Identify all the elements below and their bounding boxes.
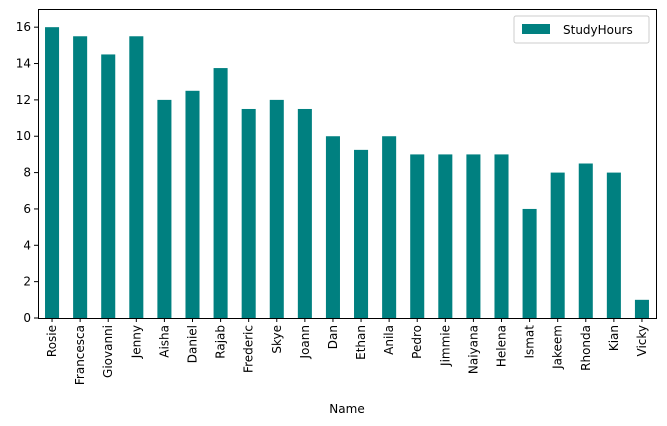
bar-ismat	[522, 208, 537, 318]
y-tick-label: 12	[16, 93, 31, 107]
x-tick-label: Joann	[298, 325, 312, 359]
bar-joann	[297, 108, 312, 319]
bar-francesca	[73, 36, 88, 318]
x-tick-label: Naiyana	[466, 325, 480, 374]
x-tick-label: Ethan	[354, 325, 368, 360]
y-axis: 0 2 4 6 8 10 12 14 16	[16, 20, 38, 325]
x-tick-label: Giovanni	[101, 325, 115, 378]
legend-swatch	[522, 24, 550, 34]
y-tick-label: 14	[16, 57, 31, 71]
bar-dan	[325, 136, 340, 318]
bar-helena	[494, 154, 509, 318]
x-tick-label: Daniel	[186, 325, 200, 363]
legend-box	[513, 15, 650, 44]
x-tick-label: Rajab	[214, 325, 228, 359]
y-tick-label: 4	[23, 238, 31, 252]
x-tick-label: Kian	[607, 325, 621, 351]
bar-rajab	[213, 68, 228, 318]
x-tick-label: Jakeem	[551, 325, 565, 370]
legend-label: StudyHours	[563, 23, 633, 37]
x-axis-title: Name	[329, 402, 364, 416]
x-tick-label: Dan	[326, 325, 340, 349]
x-tick-label: Rhonda	[579, 325, 593, 371]
bar-jenny	[129, 36, 144, 318]
bar-naiyana	[466, 154, 481, 318]
x-tick-label: Ismat	[523, 325, 537, 359]
y-tick-label: 6	[23, 202, 31, 216]
bar-ethan	[354, 149, 369, 318]
legend: StudyHours	[513, 15, 650, 44]
bar-anila	[382, 136, 397, 318]
bar-pedro	[410, 154, 425, 318]
y-tick-label: 16	[16, 20, 31, 34]
bar-frederic	[241, 108, 256, 319]
x-axis: Rosie Francesca Giovanni Jenny Aisha Daniel Ra…	[45, 318, 649, 385]
bar-rosie	[45, 27, 60, 318]
bar-jimmie	[438, 154, 453, 318]
bar-rhonda	[578, 163, 593, 318]
bars-group	[45, 27, 649, 319]
y-tick-label: 8	[23, 166, 31, 180]
x-tick-label: Helena	[495, 325, 509, 367]
y-tick-label: 0	[23, 311, 31, 325]
x-tick-label: Pedro	[410, 325, 424, 359]
x-tick-label: Aisha	[157, 325, 171, 358]
y-tick-label: 10	[16, 129, 31, 143]
x-tick-label: Anila	[382, 325, 396, 355]
bar-aisha	[157, 99, 172, 318]
y-tick-label: 2	[23, 275, 31, 289]
x-tick-label: Skye	[270, 325, 284, 354]
bar-skye	[269, 99, 284, 318]
bar-giovanni	[101, 54, 116, 319]
x-tick-label: Rosie	[45, 325, 59, 357]
bar-jakeem	[550, 172, 565, 318]
bar-vicky	[634, 299, 649, 318]
x-tick-label: Frederic	[242, 325, 256, 373]
plot-frame	[38, 9, 657, 319]
x-tick-label: Vicky	[635, 325, 649, 357]
x-tick-label: Jimmie	[438, 325, 452, 367]
bar-daniel	[185, 90, 200, 318]
x-tick-label: Francesca	[73, 325, 87, 385]
x-tick-label: Jenny	[129, 325, 143, 359]
bar-kian	[606, 172, 621, 318]
